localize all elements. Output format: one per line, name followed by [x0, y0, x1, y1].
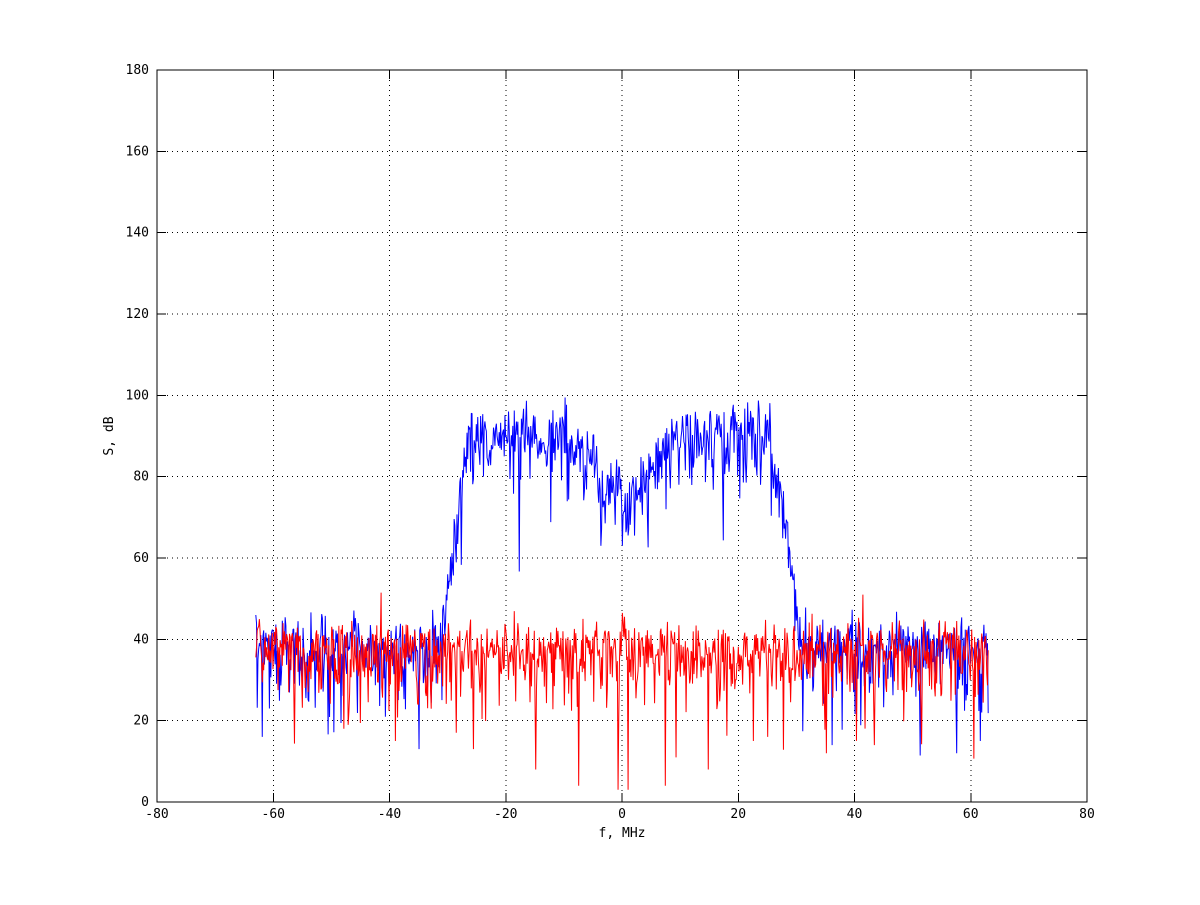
y-tick-label: 40 — [133, 632, 149, 647]
frame-layer — [156, 69, 1088, 803]
y-tick-label: 20 — [133, 714, 149, 729]
label-layer: f, MHz S, dB -80 -60 -40 -20 0 20 40 60 80 0 20 40 6… — [102, 63, 1095, 841]
x-tick-label: 80 — [1079, 807, 1095, 822]
x-axis-label: f, MHz — [599, 826, 646, 841]
y-tick-label: 180 — [126, 63, 149, 78]
y-tick-label: 100 — [126, 388, 149, 403]
x-tick-label: 60 — [963, 807, 979, 822]
x-tick-label: 40 — [847, 807, 863, 822]
x-tick-label: -40 — [378, 807, 401, 822]
x-tick-label: 20 — [730, 807, 746, 822]
y-tick-label: 120 — [126, 307, 149, 322]
y-tick-label: 0 — [141, 795, 149, 810]
series-layer — [255, 397, 989, 790]
series-noise-spectrum-path — [255, 592, 989, 790]
y-tick-label: 60 — [133, 551, 149, 566]
x-tick-label: -60 — [262, 807, 285, 822]
y-tick-label: 160 — [126, 144, 149, 159]
y-tick-label: 140 — [126, 226, 149, 241]
grid-layer — [157, 70, 1087, 802]
y-axis-label: S, dB — [102, 416, 117, 455]
x-tick-label: 0 — [618, 807, 626, 822]
x-tick-label: -80 — [145, 807, 168, 822]
y-tick-label: 80 — [133, 470, 149, 485]
x-tick-label: -20 — [494, 807, 517, 822]
series-signal-spectrum-path — [255, 397, 989, 756]
